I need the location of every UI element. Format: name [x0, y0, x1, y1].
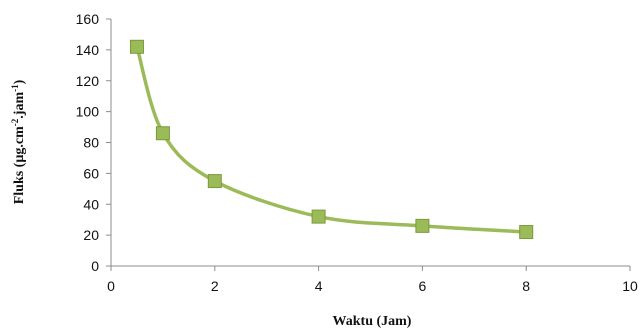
- data-point-marker: [207, 174, 222, 189]
- x-axis-title: Waktu (Jam): [333, 314, 412, 329]
- y-tick-label: 60: [83, 165, 99, 181]
- x-tick-label: 4: [315, 278, 323, 294]
- y-axis-title: Fluks (µg.cm-2.jam-1): [10, 79, 27, 204]
- x-tick-label: 8: [522, 278, 530, 294]
- data-point-marker: [519, 225, 534, 240]
- y-tick-label: 20: [83, 227, 99, 243]
- x-axis: 0 2 4 6 8 10: [107, 265, 638, 294]
- y-axis: 0 20 40 60 80 100 120 140 160: [76, 11, 112, 274]
- data-point-marker: [415, 218, 430, 233]
- y-tick-label: 160: [76, 11, 100, 27]
- y-tick-label: 80: [83, 135, 99, 151]
- y-tick-label: 0: [91, 258, 99, 274]
- data-point-marker: [155, 126, 170, 141]
- x-tick-label: 6: [419, 278, 427, 294]
- series-markers-group: [129, 39, 534, 240]
- series-line: [135, 45, 528, 234]
- data-point-marker: [129, 39, 144, 54]
- y-tick-label: 120: [76, 73, 100, 89]
- y-tick-label: 40: [83, 196, 99, 212]
- x-tick-label: 10: [622, 278, 638, 294]
- y-tick-label: 140: [76, 42, 100, 58]
- y-tick-label: 100: [76, 104, 100, 120]
- series-line-group: [135, 45, 528, 234]
- x-tick-label: 0: [107, 278, 115, 294]
- x-tick-label: 2: [211, 278, 219, 294]
- data-point-marker: [311, 209, 326, 224]
